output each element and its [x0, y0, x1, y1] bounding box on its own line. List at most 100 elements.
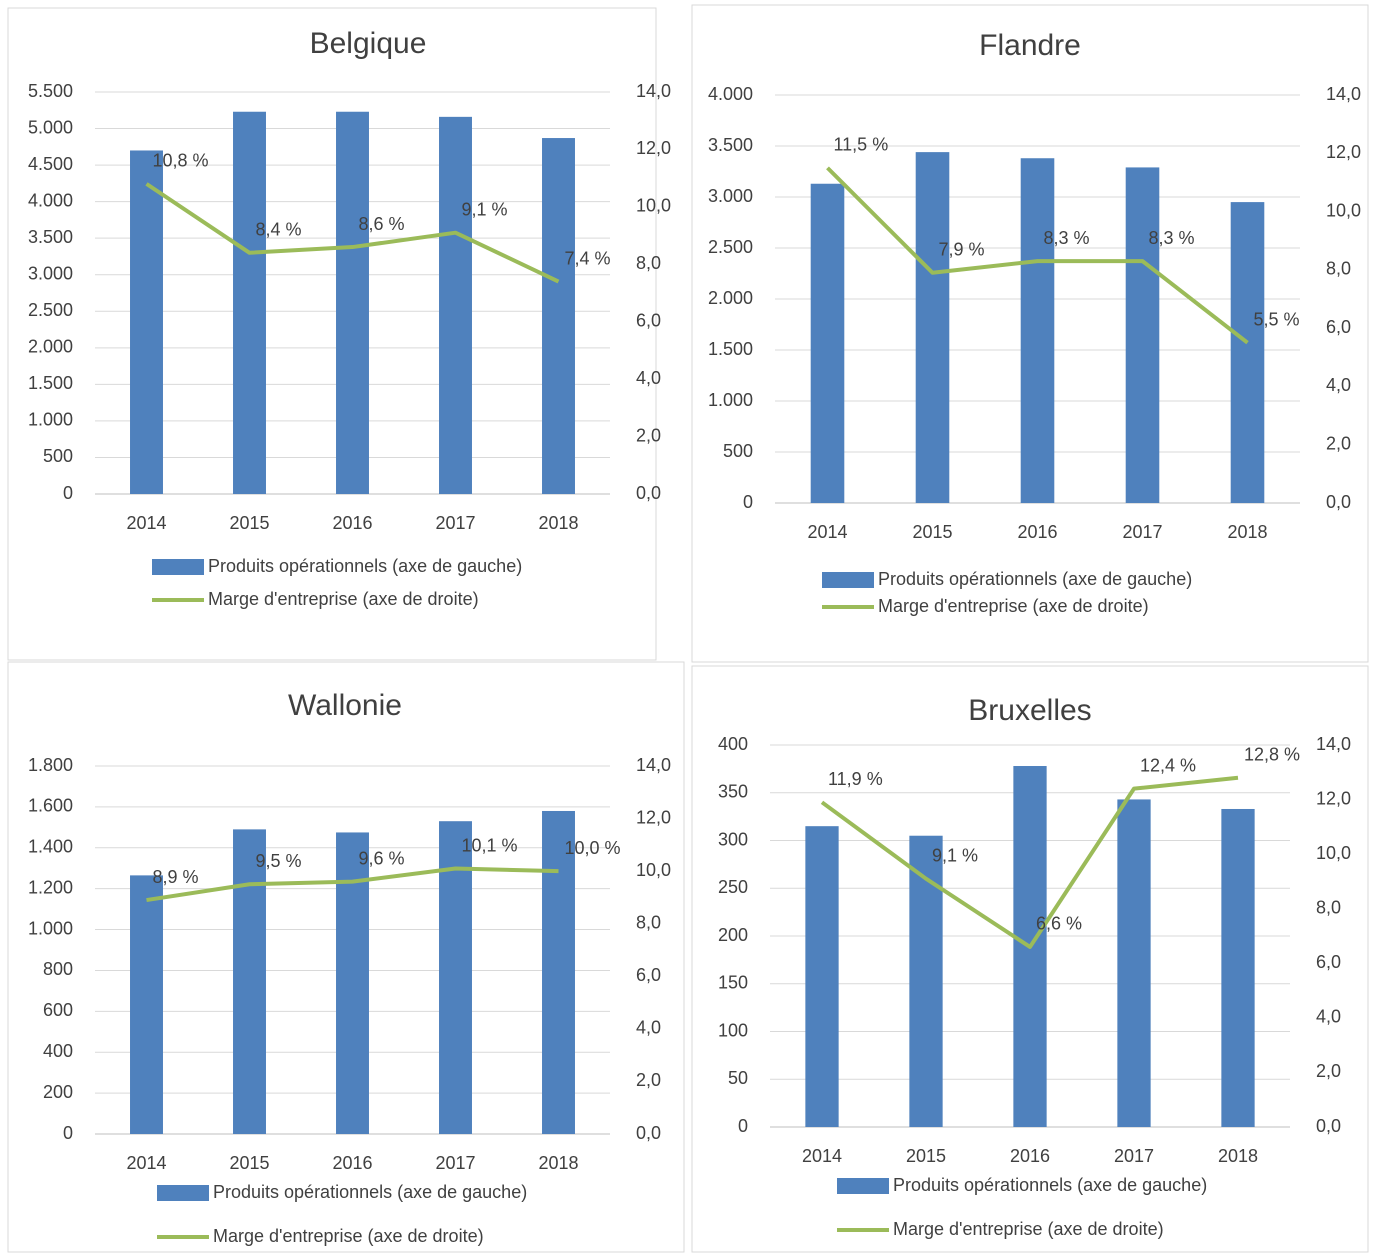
bar — [1125, 167, 1160, 504]
y2-tick-label: 14,0 — [636, 81, 671, 101]
y2-tick-label: 6,0 — [1316, 952, 1341, 972]
data-label: 10,1 % — [462, 835, 518, 855]
y-tick-label: 0 — [63, 1123, 73, 1143]
y-tick-label: 50 — [728, 1068, 748, 1088]
y-tick-label: 4.000 — [28, 190, 73, 210]
legend-label: Produits opérationnels (axe de gauche) — [208, 556, 522, 576]
x-tick-label: 2017 — [1122, 522, 1162, 542]
x-tick-label: 2017 — [435, 1153, 475, 1173]
bar — [233, 111, 266, 494]
bar — [130, 150, 163, 495]
x-tick-label: 2018 — [538, 1153, 578, 1173]
data-label: 12,8 % — [1244, 744, 1300, 764]
y2-tick-label: 4,0 — [1326, 375, 1351, 395]
x-tick-label: 2014 — [126, 513, 166, 533]
y-tick-label: 1.200 — [28, 877, 73, 897]
bar — [130, 875, 163, 1134]
x-tick-label: 2016 — [1017, 522, 1057, 542]
legend-label: Produits opérationnels (axe de gauche) — [213, 1182, 527, 1202]
y-tick-label: 5.000 — [28, 117, 73, 137]
y2-tick-label: 12,0 — [636, 138, 671, 158]
bar — [542, 810, 575, 1134]
y-tick-label: 400 — [43, 1041, 73, 1061]
chart-title: Bruxelles — [968, 694, 1091, 727]
panel-border — [7, 7, 657, 661]
data-label: 9,5 % — [256, 851, 302, 871]
y-tick-label: 2.500 — [28, 300, 73, 320]
legend-label: Marge d'entreprise (axe de droite) — [213, 1226, 484, 1246]
y-tick-label: 1.800 — [28, 755, 73, 775]
bar — [439, 116, 472, 495]
legend-swatch — [837, 1178, 889, 1194]
y2-tick-label: 10,0 — [1316, 843, 1351, 863]
y2-tick-label: 12,0 — [636, 807, 671, 827]
y2-tick-label: 12,0 — [1316, 788, 1351, 808]
y2-tick-label: 0,0 — [636, 1123, 661, 1143]
data-label: 11,5 % — [834, 135, 889, 155]
legend-label: Marge d'entreprise (axe de droite) — [893, 1219, 1164, 1239]
data-label: 8,3 % — [1044, 228, 1090, 248]
y-tick-label: 4.500 — [28, 154, 73, 174]
y2-tick-label: 4,0 — [636, 1018, 661, 1038]
y-tick-label: 3.500 — [28, 227, 73, 247]
y2-tick-label: 10,0 — [636, 860, 671, 880]
y-tick-label: 3.000 — [708, 186, 753, 206]
y2-tick-label: 14,0 — [636, 755, 671, 775]
x-tick-label: 2014 — [807, 522, 847, 542]
chart-title: Wallonie — [288, 689, 402, 722]
legend-swatch — [152, 559, 204, 575]
bar — [233, 829, 266, 1134]
data-label: 11,9 % — [828, 769, 883, 789]
x-tick-label: 2014 — [126, 1153, 166, 1173]
y2-tick-label: 4,0 — [1316, 1007, 1341, 1027]
y-tick-label: 600 — [43, 1000, 73, 1020]
y-tick-label: 250 — [718, 877, 748, 897]
data-label: 10,0 % — [565, 838, 621, 858]
y2-tick-label: 2,0 — [636, 1070, 661, 1090]
data-label: 9,6 % — [359, 848, 405, 868]
legend-label: Produits opérationnels (axe de gauche) — [893, 1175, 1207, 1195]
y2-tick-label: 8,0 — [1326, 259, 1351, 279]
data-label: 6,6 % — [1036, 914, 1082, 934]
legend-label: Marge d'entreprise (axe de droite) — [878, 596, 1149, 616]
x-tick-label: 2016 — [1010, 1146, 1050, 1166]
y2-tick-label: 14,0 — [1316, 734, 1351, 754]
y-tick-label: 1.000 — [28, 918, 73, 938]
y-tick-label: 500 — [723, 441, 753, 461]
y2-tick-label: 2,0 — [636, 425, 661, 445]
data-label: 12,4 % — [1140, 755, 1196, 775]
legend-swatch — [157, 1185, 209, 1201]
x-tick-label: 2016 — [332, 513, 372, 533]
line — [145, 182, 560, 284]
y-tick-label: 3.000 — [28, 263, 73, 283]
panel-border — [7, 661, 685, 1253]
y-tick-label: 2.000 — [28, 337, 73, 357]
y-tick-label: 200 — [43, 1082, 73, 1102]
y2-tick-label: 10,0 — [636, 196, 671, 216]
data-label: 8,6 % — [359, 214, 405, 234]
y2-tick-label: 6,0 — [636, 965, 661, 985]
y2-tick-label: 0,0 — [1326, 492, 1351, 512]
bar — [810, 183, 845, 504]
data-label: 8,4 % — [256, 220, 302, 240]
bar — [1117, 799, 1151, 1127]
data-label: 9,1 % — [932, 845, 978, 865]
y2-tick-label: 8,0 — [636, 253, 661, 273]
y-tick-label: 350 — [718, 782, 748, 802]
bar — [1221, 808, 1255, 1127]
x-tick-label: 2017 — [1114, 1146, 1154, 1166]
y-tick-label: 0 — [63, 483, 73, 503]
y-tick-label: 4.000 — [708, 84, 753, 104]
y-tick-label: 1.500 — [708, 339, 753, 359]
y-tick-label: 1.000 — [28, 410, 73, 430]
data-label: 7,9 % — [939, 240, 985, 260]
x-tick-label: 2015 — [912, 522, 952, 542]
y-tick-label: 1.000 — [708, 390, 753, 410]
bar — [805, 826, 839, 1127]
data-label: 8,3 % — [1149, 228, 1195, 248]
line — [146, 866, 559, 903]
y-tick-label: 150 — [718, 973, 748, 993]
y2-tick-label: 0,0 — [1316, 1116, 1341, 1136]
